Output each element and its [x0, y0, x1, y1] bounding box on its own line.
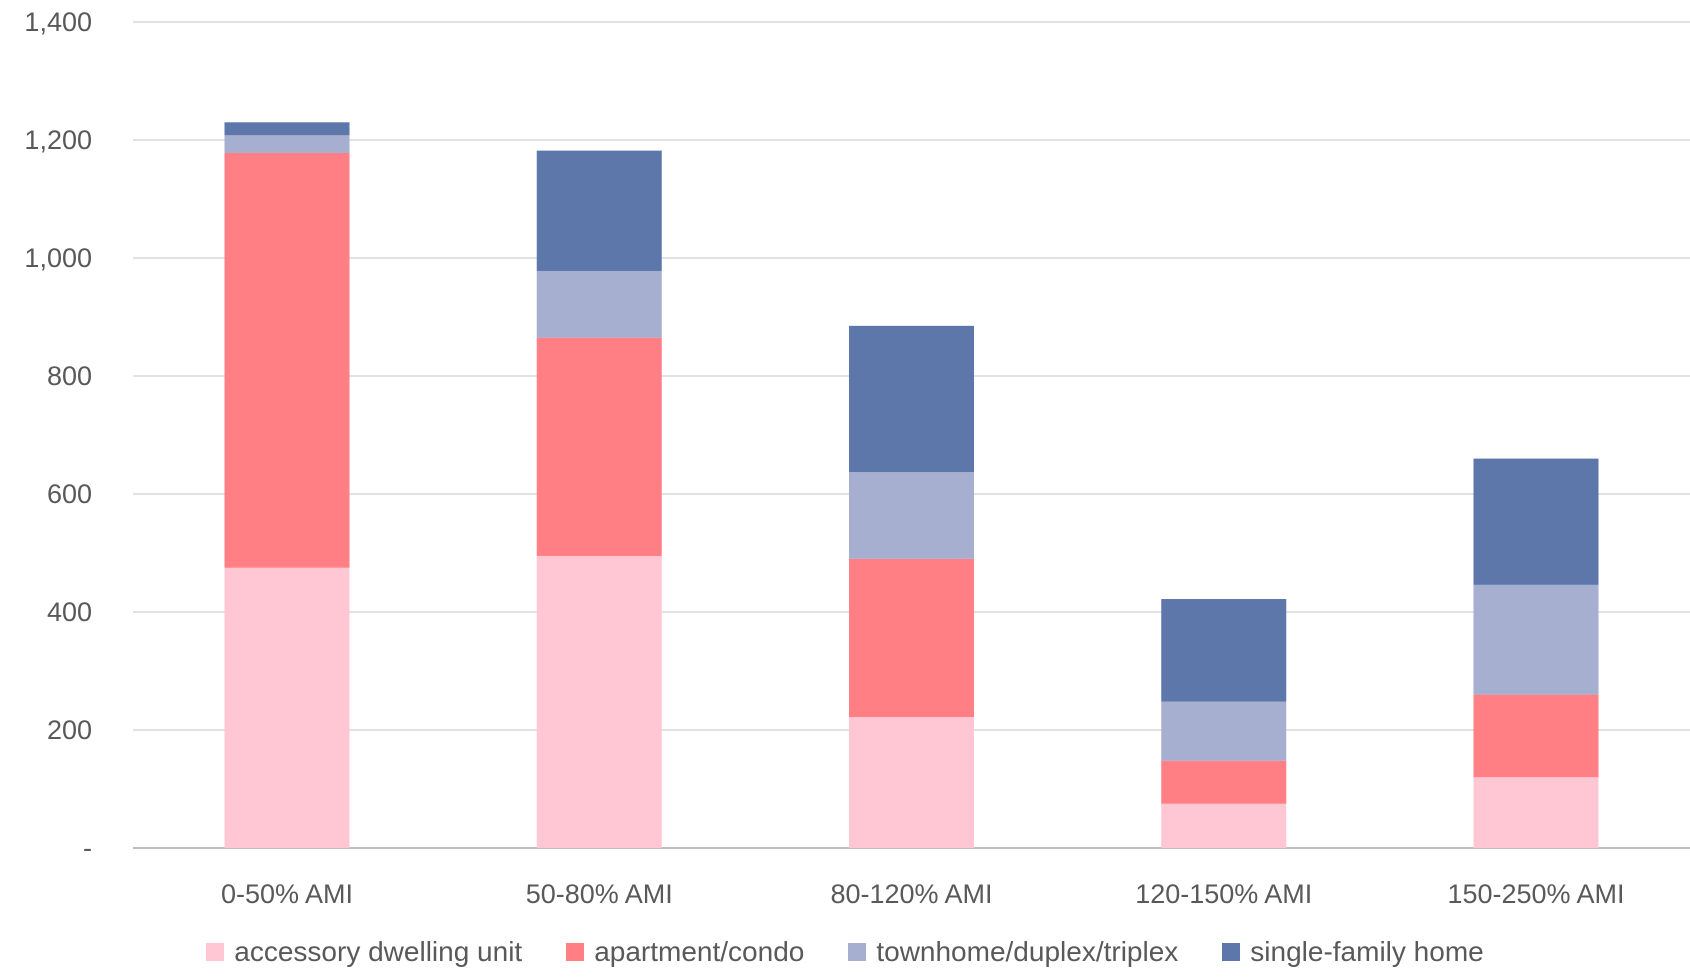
bar-segment-apartment-condo	[1473, 694, 1599, 778]
bar-segment-accessory-dwelling-unit	[1161, 803, 1287, 848]
bar-segment-townhome-duplex-triplex	[1161, 701, 1287, 761]
legend-swatch	[206, 943, 225, 961]
y-tick-label: -	[83, 833, 92, 863]
legend-item: single-family home	[1222, 936, 1484, 968]
chart-legend: accessory dwelling unit apartment/condo to…	[0, 930, 1690, 974]
bar-segment-single-family-home	[1161, 599, 1287, 702]
bar-segment-apartment-condo	[1161, 760, 1287, 804]
bar-segment-townhome-duplex-triplex	[224, 135, 350, 153]
legend-label: single-family home	[1250, 936, 1484, 967]
bar-segment-single-family-home	[536, 150, 662, 271]
legend-item: apartment/condo	[566, 936, 804, 968]
bar-segment-apartment-condo	[536, 337, 662, 556]
legend-item: townhome/duplex/triplex	[848, 936, 1178, 968]
legend-swatch	[566, 943, 585, 961]
bar-segment-single-family-home	[849, 325, 974, 473]
bar-segment-accessory-dwelling-unit	[1473, 777, 1599, 848]
x-tick-label: 120-150% AMI	[1135, 879, 1312, 909]
legend-swatch	[848, 943, 867, 961]
bar-segment-apartment-condo	[224, 152, 350, 568]
y-tick-label: 600	[47, 479, 92, 509]
bar-segment-single-family-home	[224, 122, 350, 136]
y-tick-label: 400	[47, 597, 92, 627]
y-tick-label: 200	[47, 715, 92, 745]
y-tick-label: 1,200	[24, 125, 92, 155]
y-tick-label: 1,400	[24, 7, 92, 37]
bar-segment-townhome-duplex-triplex	[849, 472, 974, 559]
x-tick-label: 150-250% AMI	[1447, 879, 1624, 909]
legend-label: accessory dwelling unit	[234, 936, 523, 967]
legend-item: accessory dwelling unit	[206, 936, 522, 968]
bar-segment-single-family-home	[1473, 458, 1599, 585]
bar-segment-townhome-duplex-triplex	[1473, 584, 1599, 695]
bar-segment-accessory-dwelling-unit	[536, 555, 662, 848]
bar-segment-accessory-dwelling-unit	[849, 717, 974, 848]
bar-segment-accessory-dwelling-unit	[224, 567, 350, 848]
legend-label: townhome/duplex/triplex	[876, 936, 1179, 967]
x-tick-label: 0-50% AMI	[221, 879, 353, 909]
legend-label: apartment/condo	[594, 936, 805, 967]
legend-swatch	[1222, 943, 1241, 961]
bar-segment-townhome-duplex-triplex	[536, 270, 662, 338]
x-tick-label: 80-120% AMI	[830, 879, 992, 909]
bar-segment-apartment-condo	[849, 558, 974, 718]
y-tick-label: 800	[47, 361, 92, 391]
x-tick-label: 50-80% AMI	[526, 879, 673, 909]
y-tick-label: 1,000	[24, 243, 92, 273]
